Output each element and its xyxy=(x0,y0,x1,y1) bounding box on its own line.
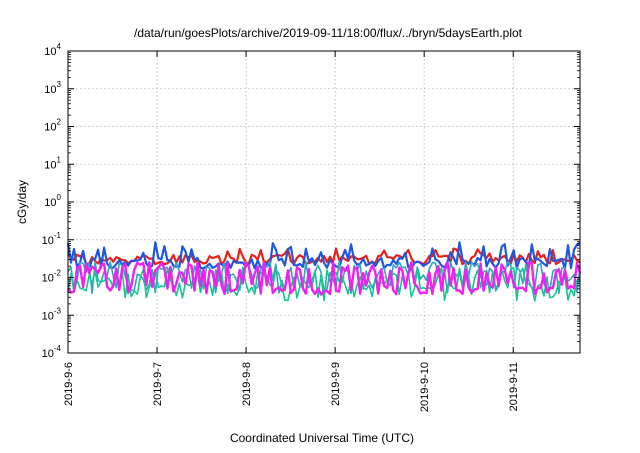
series-lines xyxy=(66,241,582,302)
y-tick-label: 10-2 xyxy=(42,269,62,285)
x-axis-label: Coordinated Universal Time (UTC) xyxy=(230,431,414,445)
x-axis-ticks: 2019-9-6 2019-9-7 2019-9-8 2019-9-9 2019-9-1… xyxy=(63,51,520,412)
y-tick-label: 103 xyxy=(44,80,61,96)
x-tick-label: 2019-9-7 xyxy=(152,362,164,406)
y-axis-label: cGy/day xyxy=(15,180,29,224)
y-tick-label: 10-3 xyxy=(42,306,62,322)
x-tick-label: 2019-9-9 xyxy=(330,362,342,406)
chart-title: /data/run/goesPlots/archive/2019-09-11/1… xyxy=(134,26,523,40)
y-tick-label: 104 xyxy=(44,42,61,58)
y-axis-ticks: 104 103 102 101 100 10-1 10-2 10-3 10-4 xyxy=(42,42,580,360)
x-tick-label: 2019-9-10 xyxy=(419,362,431,412)
series-line-2 xyxy=(66,241,581,270)
series-line-5 xyxy=(67,261,582,296)
y-tick-label: 10-4 xyxy=(42,344,62,360)
x-tick-label: 2019-9-6 xyxy=(63,362,75,406)
y-tick-label: 102 xyxy=(44,118,61,134)
y-tick-label: 10-1 xyxy=(42,231,62,247)
x-tick-label: 2019-9-8 xyxy=(241,362,253,406)
gridlines xyxy=(68,51,580,353)
y-tick-label: 101 xyxy=(44,155,61,171)
y-tick-label: 100 xyxy=(44,193,61,209)
x-tick-label: 2019-9-11 xyxy=(508,362,520,411)
